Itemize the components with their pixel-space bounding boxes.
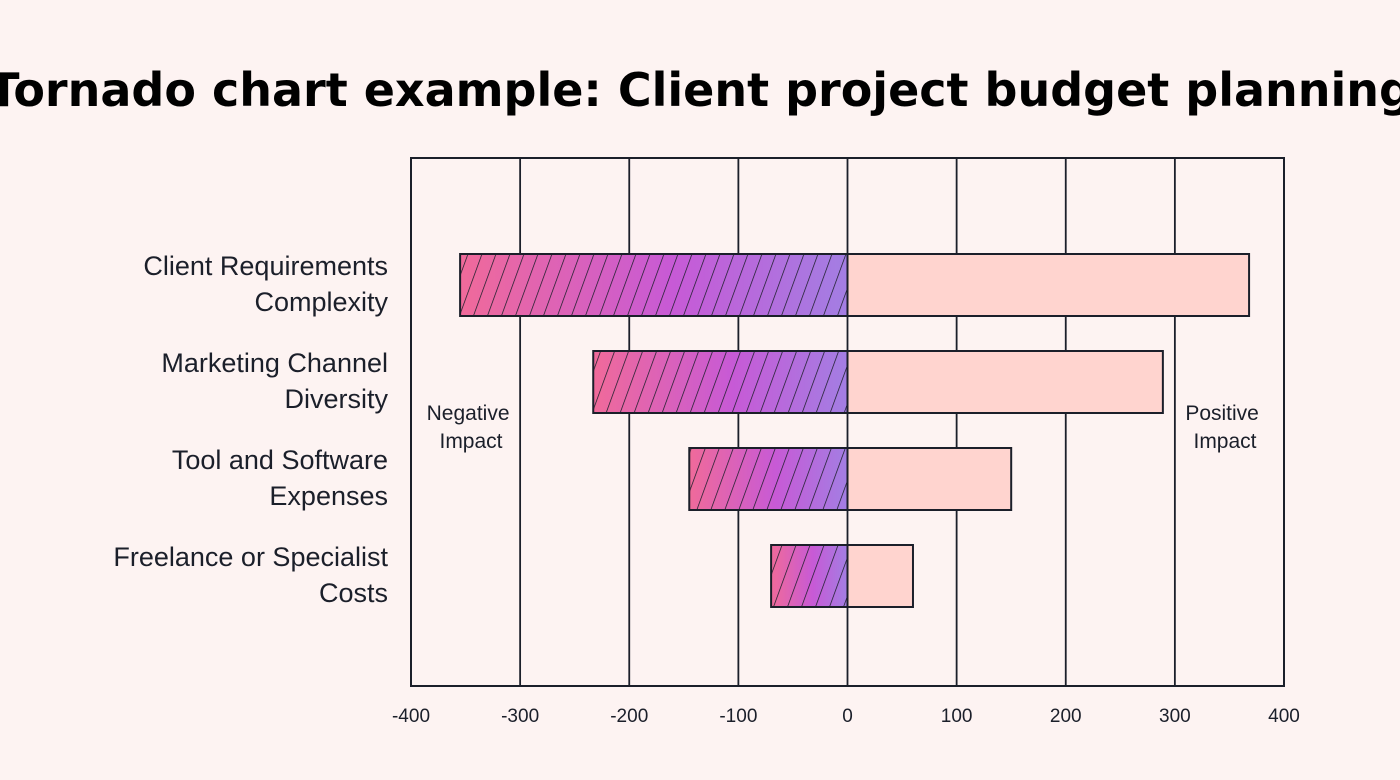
x-tick-label: 200 <box>1050 706 1082 727</box>
x-tick-label: 0 <box>842 706 853 727</box>
x-tick-label: 300 <box>1159 706 1191 727</box>
x-tick-label: -200 <box>610 706 648 727</box>
category-label: Client Requirements Complexity <box>143 251 388 317</box>
bar-negative-hatch <box>459 253 849 317</box>
bar-positive <box>846 350 1164 414</box>
chart-title: Tornado chart example: Client project bu… <box>0 63 1400 117</box>
x-tick-label: 100 <box>941 706 973 727</box>
legend-positive-impact: Positive Impact <box>1185 402 1264 453</box>
bar-positive <box>846 447 1013 511</box>
x-tick-label: 400 <box>1268 706 1300 727</box>
x-tick-label: -100 <box>719 706 757 727</box>
bar-negative-hatch <box>592 350 849 414</box>
bar-negative-hatch <box>770 544 849 608</box>
bars <box>459 253 1251 608</box>
x-axis-ticks: -400 -300 -200 -100 0 100 200 300 400 <box>392 706 1300 727</box>
bar-positive <box>846 544 914 608</box>
grid <box>519 158 1176 686</box>
category-label: Marketing Channel Diversity <box>161 348 388 414</box>
category-label: Freelance or Specialist Costs <box>113 542 388 608</box>
bar-positive <box>846 253 1251 317</box>
x-tick-label: -400 <box>392 706 430 727</box>
category-labels: Client Requirements Complexity Marketing C… <box>113 251 388 608</box>
x-tick-label: -300 <box>501 706 539 727</box>
bar-negative-hatch <box>688 447 849 511</box>
legend-negative-impact: Negative Impact <box>427 402 516 453</box>
category-label: Tool and Software Expenses <box>172 445 388 511</box>
plot-frame <box>410 157 1285 687</box>
